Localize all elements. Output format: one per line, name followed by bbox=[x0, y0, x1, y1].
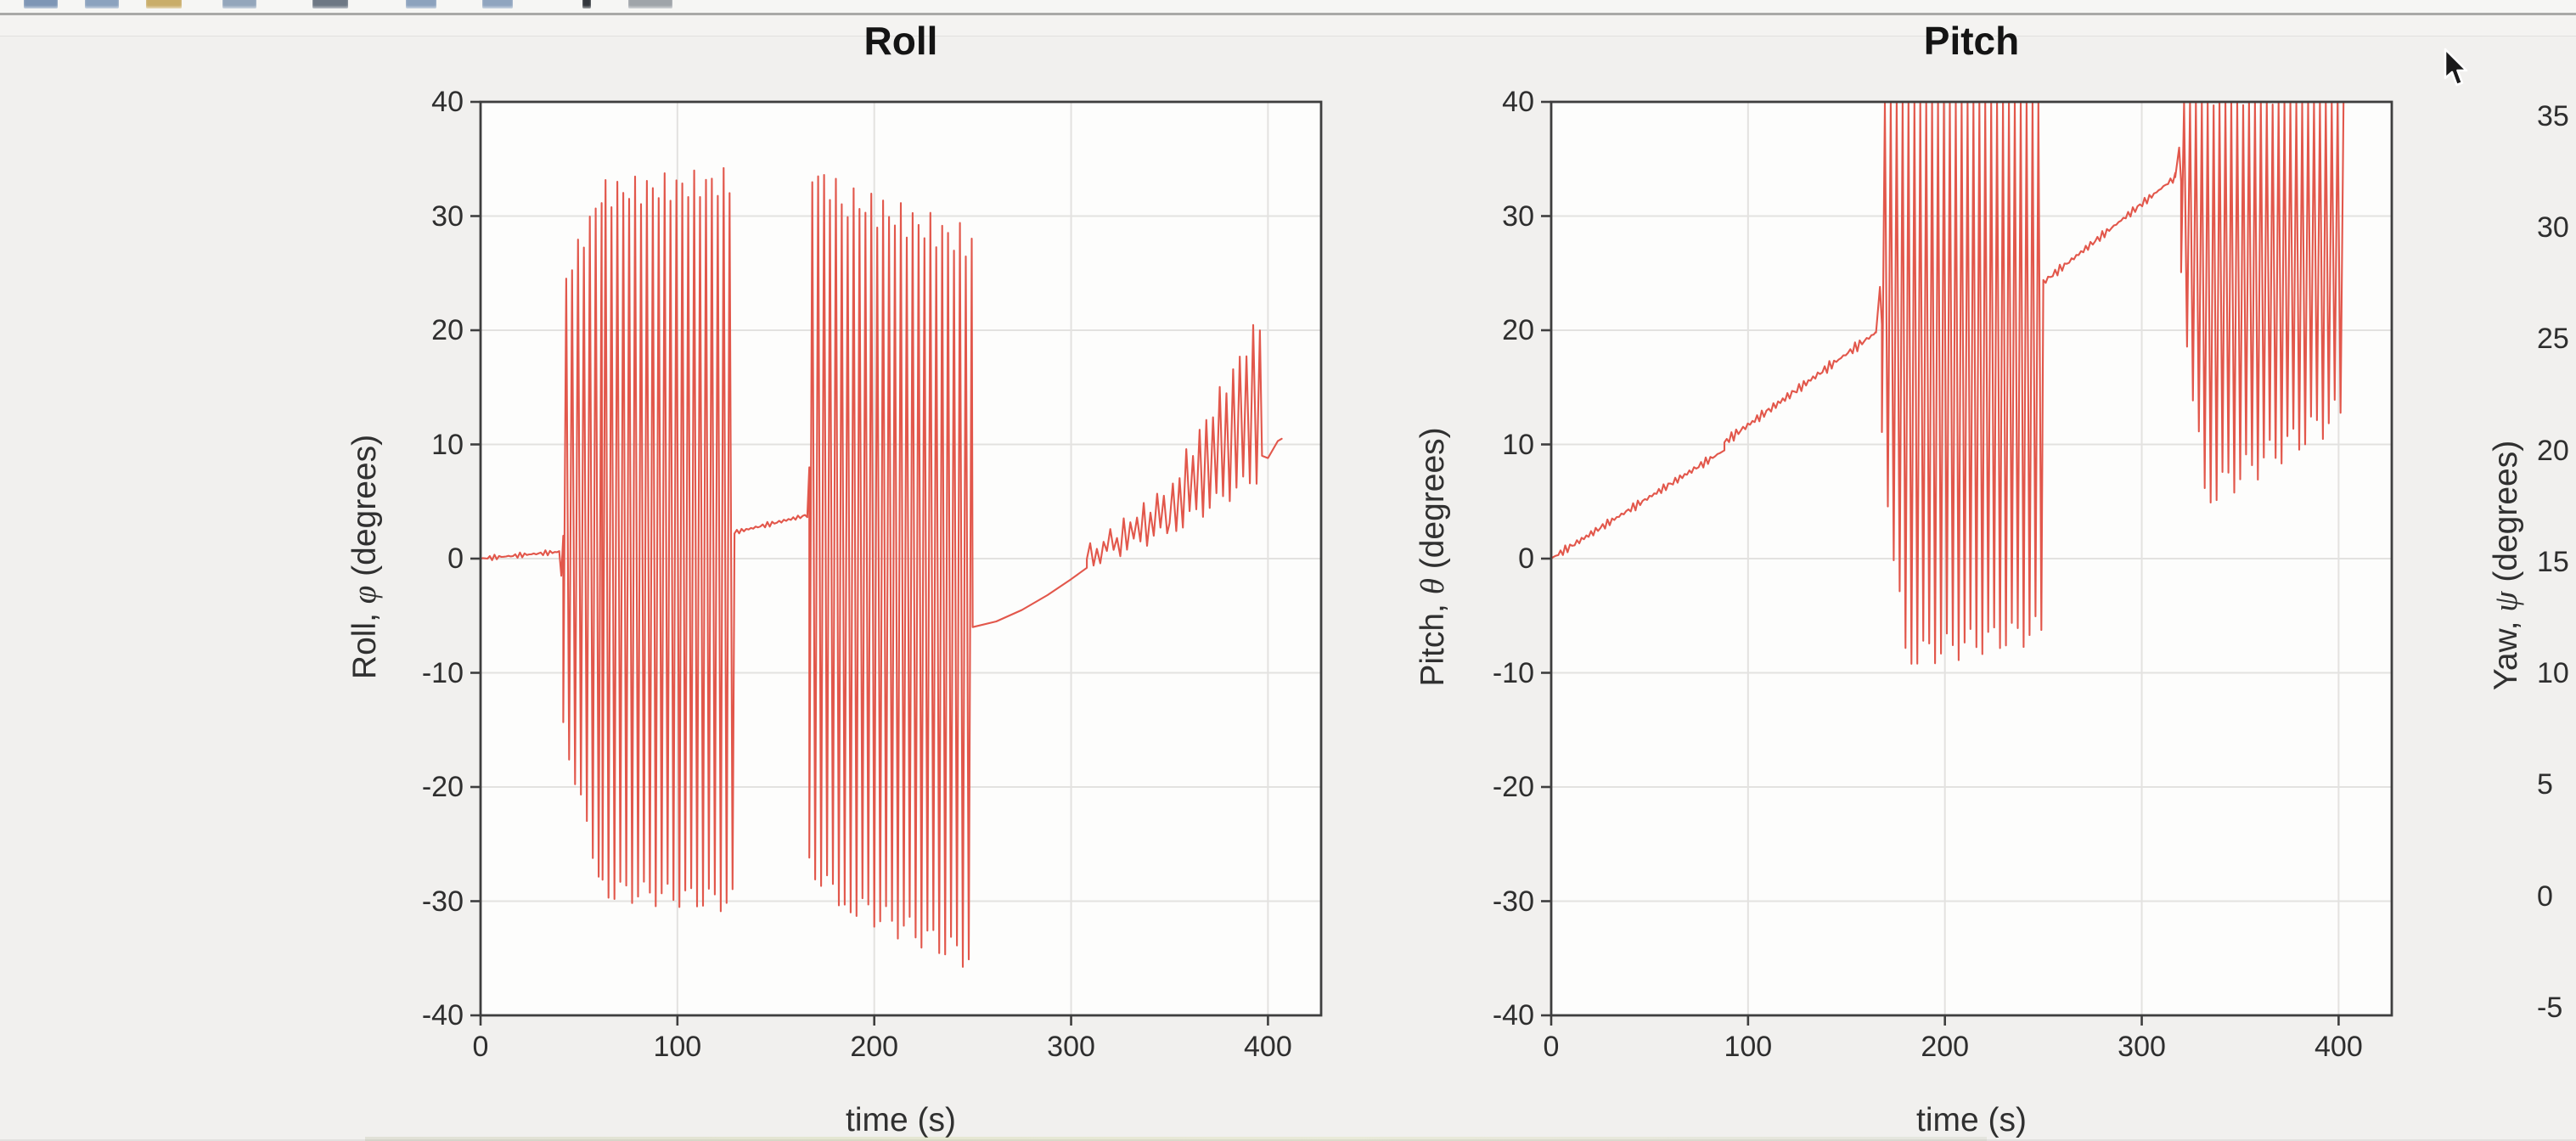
text-cursor-icon[interactable] bbox=[582, 0, 591, 8]
roll-y-axis-label: Roll, φ (degrees) bbox=[345, 107, 385, 1007]
y-tick-label: 30 bbox=[2537, 211, 2569, 244]
y-tick-label: 20 bbox=[2537, 434, 2569, 467]
x-tick-label: 200 bbox=[850, 1031, 899, 1063]
pitch-ylabel-units: (degrees) bbox=[1415, 427, 1451, 579]
x-tick-label: 400 bbox=[2314, 1031, 2363, 1063]
y-tick-label: 20 bbox=[1502, 314, 1534, 346]
save-icon[interactable] bbox=[146, 0, 182, 8]
x-tick-label: 0 bbox=[1543, 1031, 1560, 1063]
y-tick-label: 30 bbox=[1502, 200, 1534, 233]
zoom-in-icon[interactable] bbox=[406, 0, 436, 8]
edit-plot-icon[interactable] bbox=[312, 0, 348, 8]
y-tick-label: 25 bbox=[2537, 323, 2569, 356]
x-tick-label: 0 bbox=[472, 1031, 489, 1063]
x-tick-label: 100 bbox=[653, 1031, 702, 1063]
y-tick-label: -5 bbox=[2537, 991, 2563, 1024]
y-tick-label: 40 bbox=[1502, 86, 1534, 118]
bottom-edge-line bbox=[0, 1139, 2576, 1141]
y-tick-label: -40 bbox=[421, 999, 464, 1031]
x-tick-label: 100 bbox=[1724, 1031, 1773, 1063]
roll-plot-area[interactable] bbox=[470, 100, 1323, 1026]
roll-ylabel-text: Roll, bbox=[346, 604, 383, 680]
y-tick-label: 20 bbox=[431, 314, 464, 346]
yaw-ylabel-text: Yaw, bbox=[2488, 611, 2524, 691]
y-tick-label: -30 bbox=[421, 885, 464, 918]
pitch-ylabel-text: Pitch, bbox=[1415, 594, 1451, 687]
y-tick-label: 10 bbox=[431, 428, 464, 461]
zoom-out-icon[interactable] bbox=[482, 0, 513, 8]
print-icon[interactable] bbox=[222, 0, 256, 8]
y-tick-label: 40 bbox=[431, 86, 464, 118]
y-tick-label: 5 bbox=[2537, 768, 2553, 801]
y-tick-label: 0 bbox=[2537, 880, 2553, 913]
y-tick-label: 10 bbox=[2537, 657, 2569, 690]
y-tick-label: 30 bbox=[431, 200, 464, 233]
x-tick-label: 400 bbox=[1244, 1031, 1292, 1063]
pitch-y-axis-label: Pitch, θ (degrees) bbox=[1413, 107, 1454, 1007]
figure-toolbar bbox=[0, 0, 2576, 15]
roll-x-axis-label: time (s) bbox=[846, 1102, 956, 1138]
x-tick-label: 200 bbox=[1921, 1031, 1970, 1063]
figure-menubar-area bbox=[0, 15, 2576, 37]
y-tick-label: -20 bbox=[421, 771, 464, 803]
theta-symbol: θ bbox=[1415, 578, 1451, 595]
y-tick-label: 35 bbox=[2537, 100, 2569, 133]
y-tick-label: 10 bbox=[1502, 428, 1534, 461]
y-tick-label: -30 bbox=[1492, 885, 1534, 918]
y-tick-label: -10 bbox=[421, 656, 464, 689]
bottom-edge-color-sliver bbox=[365, 1137, 1987, 1141]
yaw-y-axis-label: Yaw, ψ (degrees) bbox=[2486, 115, 2527, 1015]
x-tick-label: 300 bbox=[2118, 1031, 2166, 1063]
pitch-x-axis-label: time (s) bbox=[1916, 1102, 2027, 1138]
yaw-ylabel-units: (degrees) bbox=[2488, 440, 2524, 592]
pitch-plot-area[interactable] bbox=[1541, 100, 2393, 1026]
y-tick-label: -40 bbox=[1492, 999, 1534, 1031]
y-tick-label: 0 bbox=[447, 542, 464, 575]
new-file-icon[interactable] bbox=[24, 0, 58, 8]
pan-icon[interactable] bbox=[628, 0, 672, 8]
psi-symbol: ψ bbox=[2488, 591, 2524, 612]
phi-symbol: φ bbox=[346, 585, 383, 604]
y-tick-label: -10 bbox=[1492, 656, 1534, 689]
y-tick-label: -20 bbox=[1492, 771, 1534, 803]
y-tick-label: 15 bbox=[2537, 545, 2569, 578]
roll-ylabel-units: (degrees) bbox=[346, 434, 383, 586]
x-tick-label: 300 bbox=[1047, 1031, 1095, 1063]
mouse-cursor-icon bbox=[2444, 48, 2468, 87]
open-file-icon[interactable] bbox=[85, 0, 119, 8]
y-tick-label: 0 bbox=[1518, 542, 1534, 575]
